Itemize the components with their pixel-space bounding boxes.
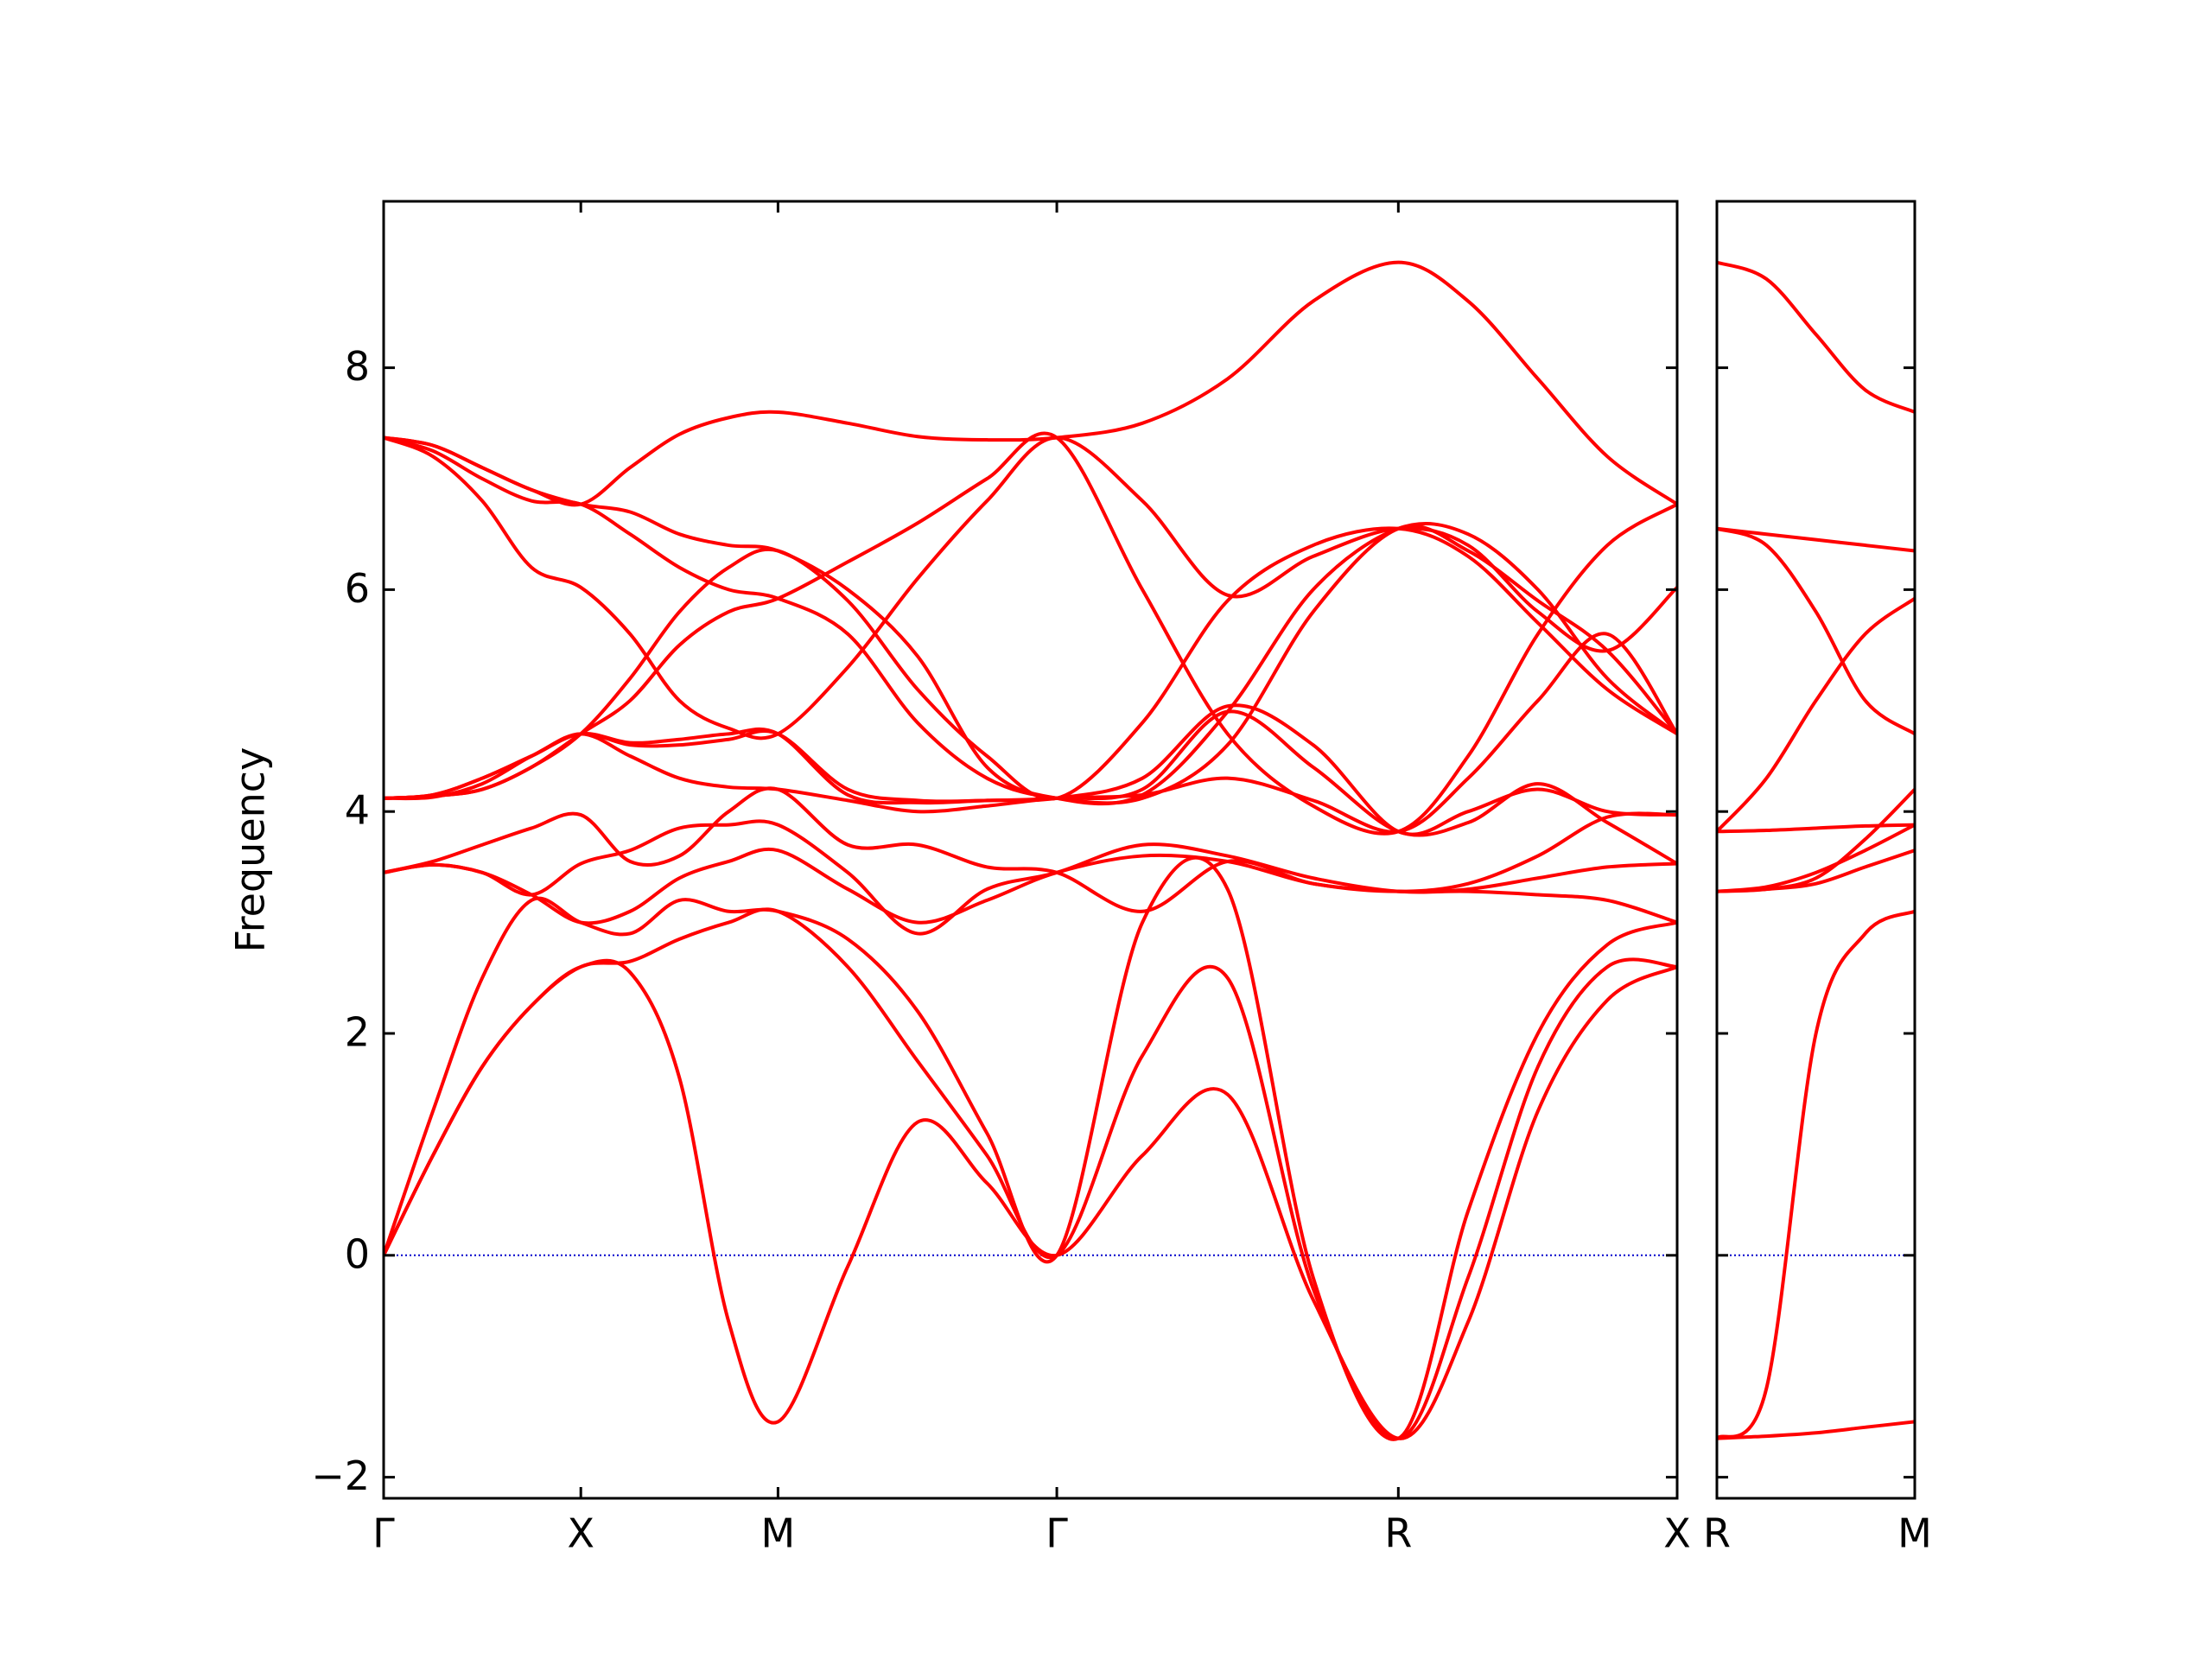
band-line xyxy=(384,855,1677,1441)
band-line xyxy=(384,786,1677,913)
axes-frame xyxy=(1715,200,1916,1500)
band-line xyxy=(1717,260,1915,414)
band-line xyxy=(384,907,1677,1440)
band-line xyxy=(384,260,1677,507)
y-tick-label: 0 xyxy=(345,1230,370,1277)
x-tick-label: M xyxy=(761,1510,796,1557)
x-tick-label: X xyxy=(567,1510,594,1557)
band-line xyxy=(384,819,1677,936)
band-line xyxy=(1717,823,1915,834)
y-tick-label: 6 xyxy=(345,565,370,612)
x-tick-label: Γ xyxy=(372,1510,395,1557)
band-line xyxy=(384,435,1677,741)
x-tick-label: M xyxy=(1897,1510,1932,1557)
y-tick-label: 8 xyxy=(345,343,370,390)
band-line xyxy=(384,632,1677,834)
y-tick-label: −2 xyxy=(311,1452,370,1499)
band-line xyxy=(1717,1420,1915,1440)
y-tick-label: 2 xyxy=(345,1009,370,1056)
band-line xyxy=(1717,526,1915,736)
band-line xyxy=(1717,909,1915,1440)
y-axis-label: Frequency xyxy=(227,747,274,953)
x-tick-label: X xyxy=(1663,1510,1691,1557)
y-tick-label: 4 xyxy=(345,787,370,834)
x-tick-label: R xyxy=(1384,1510,1412,1557)
x-tick-label: Γ xyxy=(1046,1510,1068,1557)
band-line xyxy=(1717,597,1915,833)
band-line xyxy=(384,431,1677,836)
band-line xyxy=(1717,788,1915,893)
axes-frame xyxy=(382,200,1679,1500)
x-tick-label: R xyxy=(1703,1510,1731,1557)
band-line xyxy=(1717,526,1915,553)
